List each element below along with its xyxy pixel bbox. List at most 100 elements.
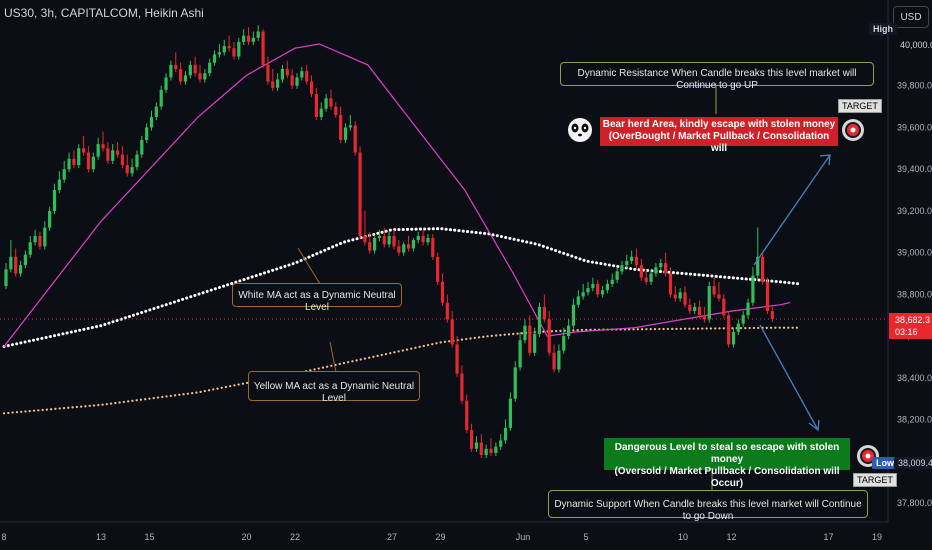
low-value: 38,009.4 <box>894 457 932 469</box>
candle-body <box>271 81 275 88</box>
candle-body <box>702 315 706 320</box>
candle-body <box>9 256 13 270</box>
price-axis: 40,000.0 39,800.0 39,600.0 39,400.0 39,200.0… <box>887 0 932 522</box>
candle-body <box>411 240 415 249</box>
candle-body <box>169 64 173 78</box>
candle-body <box>712 286 716 295</box>
time-tick-label: 19 <box>872 532 882 542</box>
candle-body <box>625 260 629 266</box>
support-note[interactable]: Dynamic Support When Candle breaks this … <box>548 490 868 522</box>
candle-body <box>276 79 280 88</box>
candle-body <box>135 154 139 168</box>
candle-body <box>387 235 391 245</box>
candle-body <box>416 235 420 241</box>
candle-body <box>586 288 590 293</box>
candle-body <box>319 108 323 118</box>
candle-body <box>479 442 483 456</box>
candle-body <box>470 429 474 449</box>
candle-body <box>67 158 71 170</box>
candle-body <box>722 298 726 316</box>
candle-body <box>368 242 372 251</box>
candle-body <box>28 242 32 255</box>
candle-body <box>731 331 736 345</box>
time-tick-label: 17 <box>823 532 833 542</box>
white-ma-note[interactable]: White MA act as a Dynamic Neutral Level <box>232 283 402 313</box>
candle-body <box>82 148 86 153</box>
white-moving-average <box>2 227 801 348</box>
candle-body <box>630 256 634 261</box>
candle-body <box>518 340 522 368</box>
target-icon-top <box>842 119 864 141</box>
candle-body <box>513 367 517 399</box>
candle-body <box>431 238 435 257</box>
candle-body <box>266 64 270 82</box>
resistance-note[interactable]: Dynamic Resistance When Candle breaks th… <box>560 62 874 91</box>
yellow-ma-note[interactable]: Yellow MA act as a Dynamic Neutral Level <box>248 371 420 404</box>
bear-area-line2: (OverBought / Market Pullback / Consolid… <box>608 131 830 154</box>
candle-body <box>557 350 561 370</box>
candle-body <box>445 302 449 320</box>
candle-body <box>256 31 260 38</box>
candle-body <box>48 210 52 228</box>
candle-body <box>343 127 348 140</box>
high-label: High <box>869 23 897 35</box>
bear-area-note[interactable]: Bear herd Area, kindly escape with stole… <box>600 117 838 154</box>
candle-body <box>664 263 668 274</box>
price-tick-label: 39,200.0 <box>897 206 932 216</box>
candle-body <box>373 238 377 251</box>
yellow-moving-average <box>2 326 801 415</box>
danger-level-note[interactable]: Dangerous Level to steal so escape with … <box>604 438 850 489</box>
time-axis: 8 13 15 20 22 27 29 Jun 5 10 12 17 19 <box>0 521 888 542</box>
candle-body <box>145 127 149 140</box>
candle-body <box>183 75 188 82</box>
candle-body <box>164 77 168 90</box>
candle-body <box>736 323 740 332</box>
candle-body <box>639 265 643 278</box>
chart-title: US30, 3h, CAPITALCOM, Heikin Ashi <box>4 6 204 20</box>
candle-body <box>596 283 600 295</box>
candlestick-series <box>4 25 774 459</box>
candle-body <box>309 81 314 95</box>
candle-body <box>174 64 178 70</box>
candle-body <box>697 306 702 316</box>
candle-body <box>673 294 677 299</box>
candle-body <box>33 235 37 243</box>
candle-body <box>377 235 382 239</box>
candle-body <box>693 306 697 312</box>
candle-body <box>455 344 459 374</box>
candle-body <box>581 292 585 297</box>
candle-body <box>140 139 144 155</box>
candle-body <box>101 144 105 149</box>
candle-body <box>285 69 289 76</box>
candle-body <box>402 244 406 253</box>
candle-body <box>450 319 454 345</box>
candle-body <box>397 246 401 253</box>
candle-body <box>222 46 226 53</box>
target-label-top: TARGET <box>838 99 882 113</box>
candle-body <box>203 73 207 80</box>
candle-body <box>300 71 304 78</box>
danger-level-line2: (Oversold / Market Pullback / Consolidat… <box>614 466 840 489</box>
candle-body <box>208 62 212 74</box>
yellow-ma-line <box>2 326 801 415</box>
candle-body <box>130 167 134 174</box>
candle-body <box>242 35 246 42</box>
panda-icon <box>567 115 593 142</box>
candle-body <box>353 125 357 153</box>
candle-body <box>154 106 158 118</box>
bear-area-line1: Bear herd Area, kindly escape with stole… <box>602 119 836 130</box>
time-tick-label: 27 <box>387 532 397 542</box>
candle-body <box>644 277 648 282</box>
time-tick-label: 12 <box>726 532 736 542</box>
candle-body <box>38 235 42 247</box>
time-tick-label: 15 <box>144 532 154 542</box>
candle-body <box>615 271 619 280</box>
candle-body <box>334 106 338 115</box>
candle-body <box>761 256 765 282</box>
candle-body <box>489 448 493 453</box>
countdown-value: 03:16 <box>895 327 918 337</box>
candle-body <box>654 267 658 274</box>
currency-button[interactable]: USD <box>893 6 929 28</box>
candle-body <box>668 273 673 295</box>
